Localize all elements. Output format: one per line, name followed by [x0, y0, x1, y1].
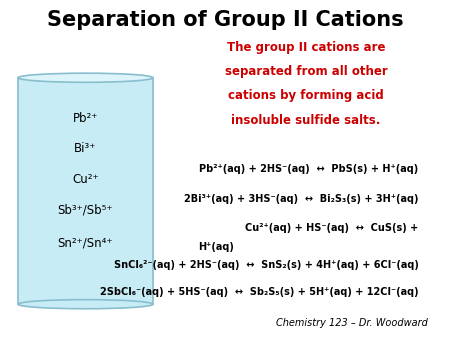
Text: Bi³⁺: Bi³⁺: [74, 142, 97, 155]
Text: insoluble sulfide salts.: insoluble sulfide salts.: [231, 114, 381, 126]
Text: 2SbCl₆⁻(aq) + 5HS⁻(aq)  ↔  Sb₂S₅(s) + 5H⁺(aq) + 12Cl⁻(aq): 2SbCl₆⁻(aq) + 5HS⁻(aq) ↔ Sb₂S₅(s) + 5H⁺(…: [100, 287, 418, 297]
Text: Sn²⁺/Sn⁴⁺: Sn²⁺/Sn⁴⁺: [58, 237, 113, 250]
Text: SnCl₆²⁻(aq) + 2HS⁻(aq)  ↔  SnS₂(s) + 4H⁺(aq) + 6Cl⁻(aq): SnCl₆²⁻(aq) + 2HS⁻(aq) ↔ SnS₂(s) + 4H⁺(a…: [113, 260, 418, 270]
Text: The group II cations are: The group II cations are: [227, 41, 385, 53]
Bar: [18, 78, 153, 304]
Text: Cu²⁺(aq) + HS⁻(aq)  ↔  CuS(s) +: Cu²⁺(aq) + HS⁻(aq) ↔ CuS(s) +: [245, 223, 418, 233]
Text: Pb²⁺: Pb²⁺: [73, 112, 98, 125]
Text: H⁺(aq): H⁺(aq): [198, 242, 234, 252]
Text: Sb³⁺/Sb⁵⁺: Sb³⁺/Sb⁵⁺: [58, 203, 113, 216]
Ellipse shape: [18, 299, 153, 309]
Text: separated from all other: separated from all other: [225, 65, 387, 78]
Text: Pb²⁺(aq) + 2HS⁻(aq)  ↔  PbS(s) + H⁺(aq): Pb²⁺(aq) + 2HS⁻(aq) ↔ PbS(s) + H⁺(aq): [199, 164, 418, 174]
Text: Chemistry 123 – Dr. Woodward: Chemistry 123 – Dr. Woodward: [275, 318, 428, 328]
Text: Cu²⁺: Cu²⁺: [72, 173, 99, 186]
Text: 2Bi³⁺(aq) + 3HS⁻(aq)  ↔  Bi₂S₃(s) + 3H⁺(aq): 2Bi³⁺(aq) + 3HS⁻(aq) ↔ Bi₂S₃(s) + 3H⁺(aq…: [184, 194, 418, 204]
Text: Separation of Group II Cations: Separation of Group II Cations: [47, 10, 403, 30]
Text: cations by forming acid: cations by forming acid: [228, 89, 384, 102]
Ellipse shape: [18, 73, 153, 82]
